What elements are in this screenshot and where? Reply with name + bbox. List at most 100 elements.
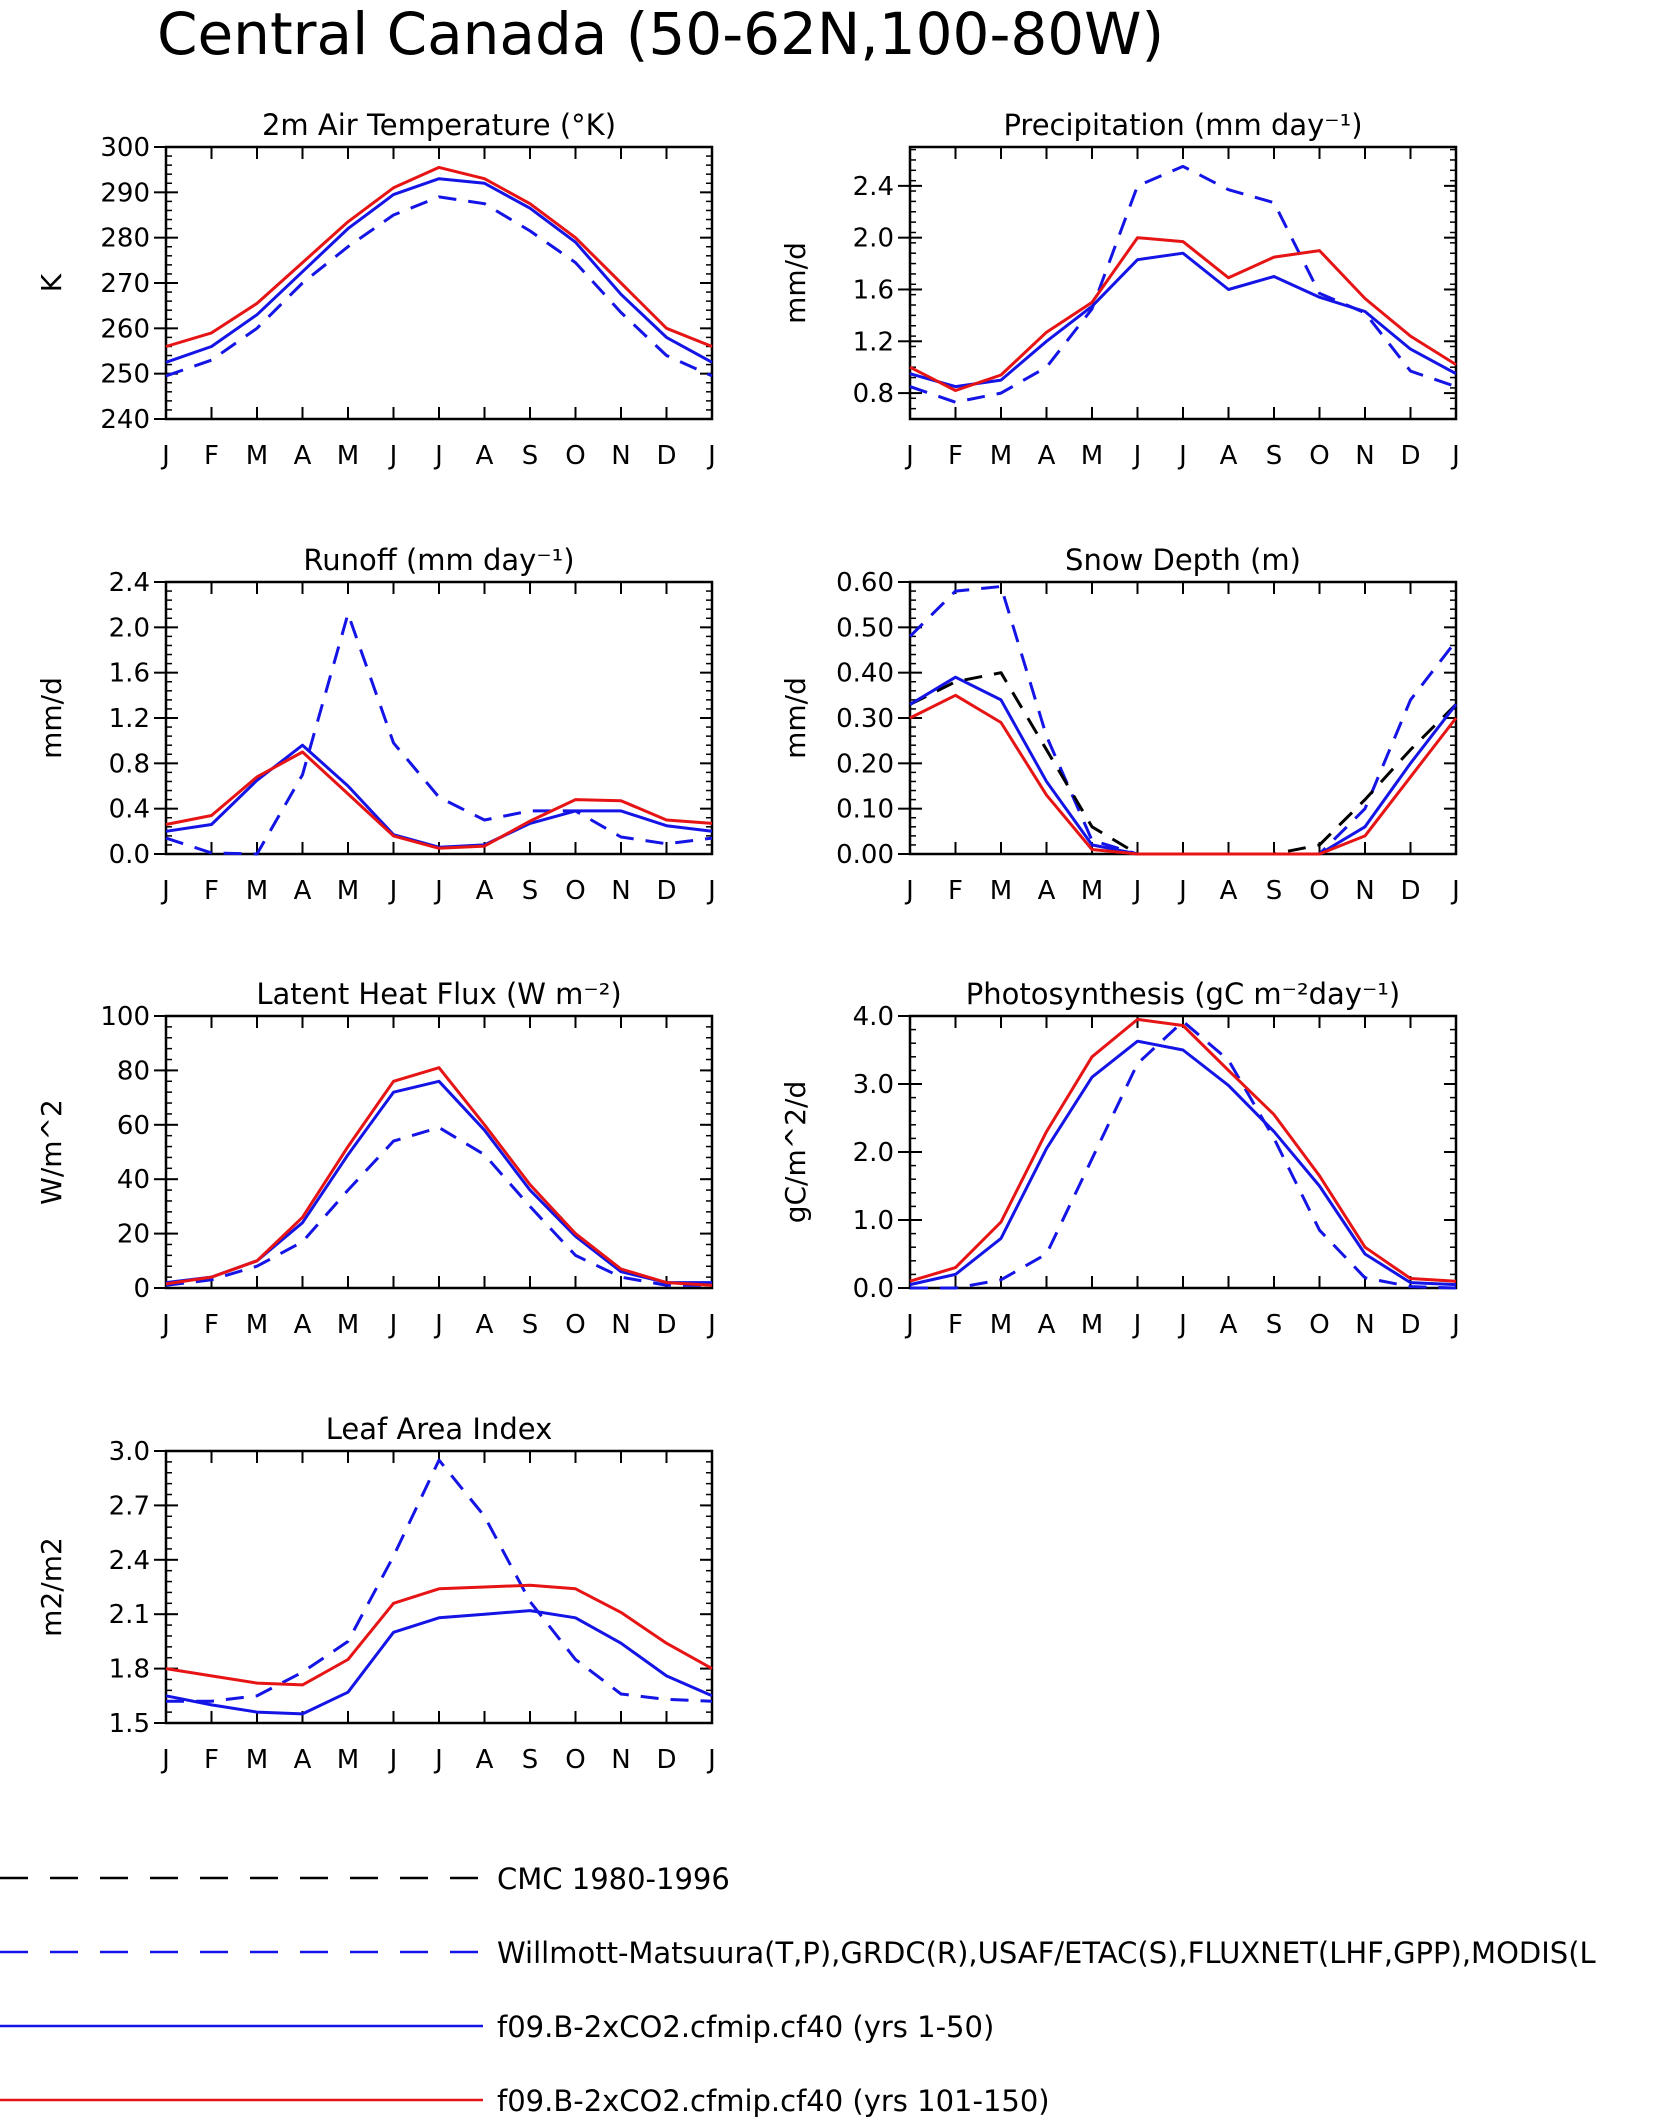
- x-tick-label: S: [522, 1310, 539, 1340]
- x-tick-label: J: [706, 1310, 716, 1340]
- x-tick-label: D: [656, 1310, 676, 1340]
- x-tick-label: N: [1355, 441, 1374, 471]
- x-tick-label: O: [1309, 876, 1329, 906]
- series-line-run1: [165, 177, 713, 364]
- x-tick-label: A: [1038, 441, 1056, 471]
- y-axis-label: W/m^2: [35, 1099, 68, 1205]
- x-tick-label: M: [337, 1745, 359, 1775]
- series-line-obs: [910, 1019, 1457, 1290]
- x-tick-label: J: [160, 1310, 170, 1340]
- y-tick-label: 0.8: [853, 379, 894, 409]
- series-line-run1: [909, 675, 1458, 856]
- chart-panel-2: J F M A M J J A S O N D J0.81.21.62.02.4Precipitatio…: [779, 108, 1460, 471]
- x-tick-label: J: [1450, 876, 1460, 906]
- y-tick-label: 2.0: [109, 613, 150, 643]
- x-tick-label: J: [904, 876, 914, 906]
- y-tick-label: 2.0: [853, 224, 894, 254]
- chart-panel-4: J F M A M J J A S O N D J0.000.100.200.300.400.500.6…: [779, 543, 1460, 906]
- x-tick-label: A: [294, 441, 312, 471]
- y-tick-label: 4.0: [853, 1002, 894, 1032]
- y-tick-label: 2.7: [109, 1491, 150, 1521]
- x-tick-label: S: [522, 876, 539, 906]
- series-line-obs_cmc: [909, 671, 1458, 856]
- panel-title: 2m Air Temperature (°K): [262, 108, 616, 142]
- x-tick-label: M: [337, 876, 359, 906]
- x-tick-label: O: [565, 1310, 585, 1340]
- y-axis-label: mm/d: [779, 677, 812, 759]
- x-tick-label: F: [204, 876, 219, 906]
- x-tick-label: D: [1400, 1310, 1420, 1340]
- x-tick-label: S: [522, 441, 539, 471]
- x-tick-label: A: [294, 1310, 312, 1340]
- x-tick-label: A: [476, 441, 494, 471]
- legend-item-obs_cmc: CMC 1980-1996: [0, 1862, 730, 1896]
- x-tick-label: J: [904, 441, 914, 471]
- y-tick-label: 1.6: [853, 275, 894, 305]
- y-tick-label: 0.60: [836, 568, 894, 598]
- x-tick-label: J: [1177, 876, 1187, 906]
- x-tick-label: J: [388, 1745, 398, 1775]
- x-tick-label: S: [522, 1745, 539, 1775]
- x-tick-label: O: [1309, 441, 1329, 471]
- x-tick-label: J: [388, 1310, 398, 1340]
- series-line-obs: [909, 164, 1457, 404]
- panel-title: Snow Depth (m): [1065, 543, 1301, 577]
- x-tick-label: D: [656, 441, 676, 471]
- x-tick-label: D: [1400, 441, 1420, 471]
- x-tick-label: M: [337, 441, 359, 471]
- x-tick-label: J: [433, 876, 443, 906]
- series-line-obs: [165, 1126, 712, 1287]
- y-tick-label: 1.8: [109, 1655, 150, 1685]
- x-tick-label: J: [1450, 1310, 1460, 1340]
- x-tick-label: N: [1355, 876, 1374, 906]
- x-tick-label: N: [611, 1745, 630, 1775]
- panel-title: Latent Heat Flux (W m⁻²): [256, 977, 621, 1011]
- y-tick-label: 1.2: [109, 704, 150, 734]
- x-tick-label: J: [1450, 441, 1460, 471]
- y-tick-label: 0.00: [836, 840, 894, 870]
- x-tick-label: A: [1220, 876, 1238, 906]
- x-tick-label: O: [1309, 1310, 1329, 1340]
- y-axis-label: m2/m2: [35, 1537, 68, 1637]
- x-tick-label: N: [611, 876, 630, 906]
- y-tick-label: 290: [100, 178, 150, 208]
- x-tick-label: J: [1132, 876, 1142, 906]
- y-tick-label: 3.0: [109, 1437, 150, 1467]
- x-tick-label: F: [204, 1745, 219, 1775]
- x-tick-label: F: [204, 1310, 219, 1340]
- y-tick-label: 0.0: [853, 1274, 894, 1304]
- x-tick-label: S: [1266, 876, 1283, 906]
- y-tick-label: 0.40: [836, 659, 894, 689]
- x-tick-label: F: [204, 441, 219, 471]
- x-tick-label: A: [1220, 1310, 1238, 1340]
- series-line-run2: [165, 1583, 713, 1687]
- x-tick-label: M: [1081, 876, 1103, 906]
- x-tick-label: J: [388, 441, 398, 471]
- legend-label: f09.B-2xCO2.cfmip.cf40 (yrs 101-150): [497, 2084, 1050, 2118]
- y-tick-label: 0.10: [836, 795, 894, 825]
- series-line-run1: [165, 743, 713, 849]
- legend-label: CMC 1980-1996: [497, 1862, 730, 1896]
- x-tick-label: A: [1220, 441, 1238, 471]
- x-tick-label: J: [160, 441, 170, 471]
- legend-label: f09.B-2xCO2.cfmip.cf40 (yrs 1-50): [497, 2010, 994, 2044]
- y-tick-label: 0.4: [109, 795, 150, 825]
- x-tick-label: O: [565, 876, 585, 906]
- x-tick-label: M: [1081, 1310, 1103, 1340]
- x-tick-label: A: [294, 876, 312, 906]
- x-tick-label: J: [706, 441, 716, 471]
- x-tick-label: A: [476, 1310, 494, 1340]
- x-tick-label: M: [246, 1310, 268, 1340]
- x-tick-label: D: [1400, 876, 1420, 906]
- x-tick-label: M: [990, 876, 1012, 906]
- plot-frame: [164, 145, 714, 421]
- x-tick-label: J: [1132, 441, 1142, 471]
- series-line-obs: [165, 612, 713, 856]
- y-tick-label: 250: [100, 360, 150, 390]
- y-tick-label: 280: [100, 224, 150, 254]
- x-tick-label: D: [656, 1745, 676, 1775]
- x-tick-label: A: [476, 876, 494, 906]
